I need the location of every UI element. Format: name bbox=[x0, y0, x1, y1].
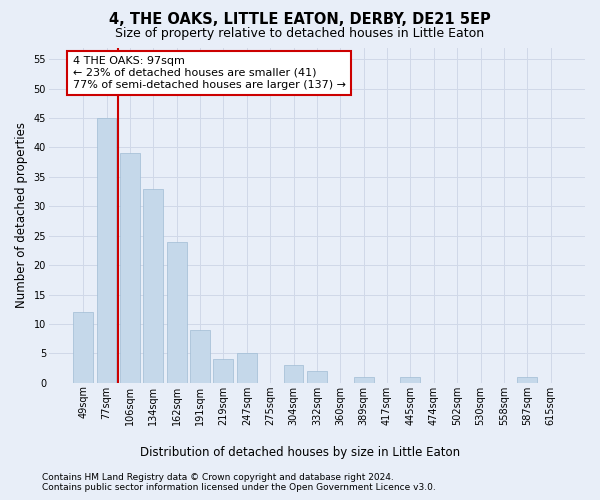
Text: 4, THE OAKS, LITTLE EATON, DERBY, DE21 5EP: 4, THE OAKS, LITTLE EATON, DERBY, DE21 5… bbox=[109, 12, 491, 28]
Bar bbox=[97, 118, 116, 382]
Text: Contains HM Land Registry data © Crown copyright and database right 2024.: Contains HM Land Registry data © Crown c… bbox=[42, 472, 394, 482]
Bar bbox=[214, 359, 233, 382]
Bar bbox=[120, 154, 140, 382]
Bar bbox=[400, 377, 421, 382]
Bar bbox=[284, 365, 304, 382]
Bar bbox=[143, 188, 163, 382]
Bar bbox=[237, 354, 257, 382]
Bar bbox=[73, 312, 93, 382]
Bar bbox=[354, 377, 374, 382]
Bar bbox=[167, 242, 187, 382]
Y-axis label: Number of detached properties: Number of detached properties bbox=[15, 122, 28, 308]
Text: Size of property relative to detached houses in Little Eaton: Size of property relative to detached ho… bbox=[115, 28, 485, 40]
Text: Contains public sector information licensed under the Open Government Licence v3: Contains public sector information licen… bbox=[42, 482, 436, 492]
Bar bbox=[190, 330, 210, 382]
Bar bbox=[307, 371, 327, 382]
Bar bbox=[517, 377, 537, 382]
Text: Distribution of detached houses by size in Little Eaton: Distribution of detached houses by size … bbox=[140, 446, 460, 459]
Text: 4 THE OAKS: 97sqm
← 23% of detached houses are smaller (41)
77% of semi-detached: 4 THE OAKS: 97sqm ← 23% of detached hous… bbox=[73, 56, 346, 90]
